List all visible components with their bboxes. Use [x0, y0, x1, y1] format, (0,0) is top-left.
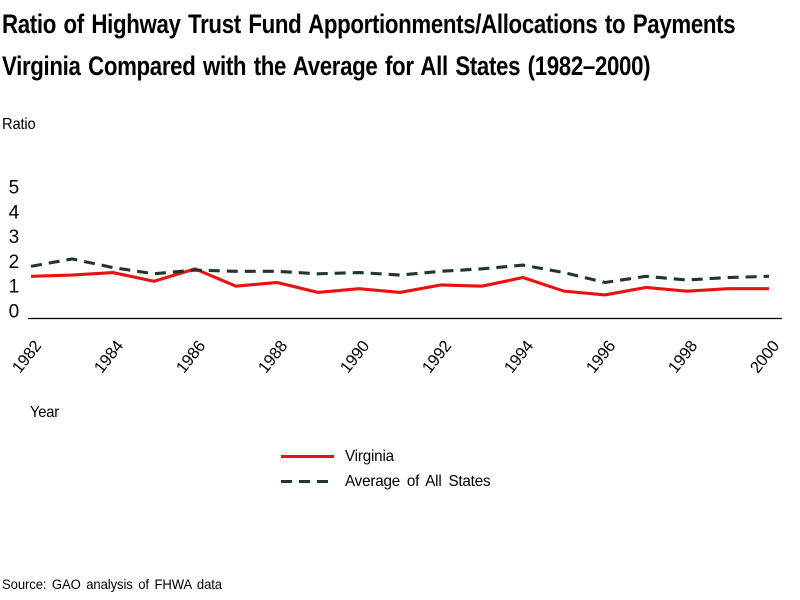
x-tick-label: 1982: [9, 337, 45, 376]
y-tick-label: 1: [9, 277, 19, 298]
x-tick-label: 1984: [91, 337, 127, 376]
average-dashed-line-swatch-icon: [281, 480, 334, 483]
x-tick-label: 1992: [419, 337, 455, 376]
chart-title-line-1: Ratio of Highway Trust Fund Apportionmen…: [2, 9, 736, 39]
legend-label-average: Average of All States: [345, 472, 491, 490]
chart-title-line-2: Virginia Compared with the Average for A…: [2, 51, 651, 81]
y-tick-label: 5: [9, 178, 19, 199]
virginia-line-swatch-icon: [281, 455, 334, 458]
y-tick-label: 0: [9, 302, 19, 323]
series-line-average-of-all-states: [30, 257, 770, 285]
y-tick-label: 3: [9, 227, 19, 248]
series-line-virginia: [30, 267, 769, 297]
legend-item-average: Average of All States: [281, 469, 498, 494]
x-tick-label: 1988: [255, 337, 291, 376]
legend-item-virginia: Virginia: [281, 444, 498, 469]
y-tick-label: 2: [9, 252, 19, 273]
x-tick-label: 1986: [173, 337, 209, 376]
x-tick-label: 1996: [583, 337, 619, 376]
x-tick-label: 1990: [337, 337, 373, 376]
y-tick-label: 4: [9, 202, 20, 223]
source-note: Source: GAO analysis of FHWA data: [2, 577, 222, 592]
x-axis-title: Year: [30, 404, 60, 421]
x-tick-label: 1998: [665, 337, 701, 376]
y-axis-title: Ratio: [2, 116, 36, 133]
x-tick-label: 1994: [501, 337, 537, 376]
x-tick-label: 2000: [747, 337, 783, 376]
chart-legend: Virginia Average of All States: [281, 444, 498, 494]
legend-label-virginia: Virginia: [345, 447, 394, 465]
